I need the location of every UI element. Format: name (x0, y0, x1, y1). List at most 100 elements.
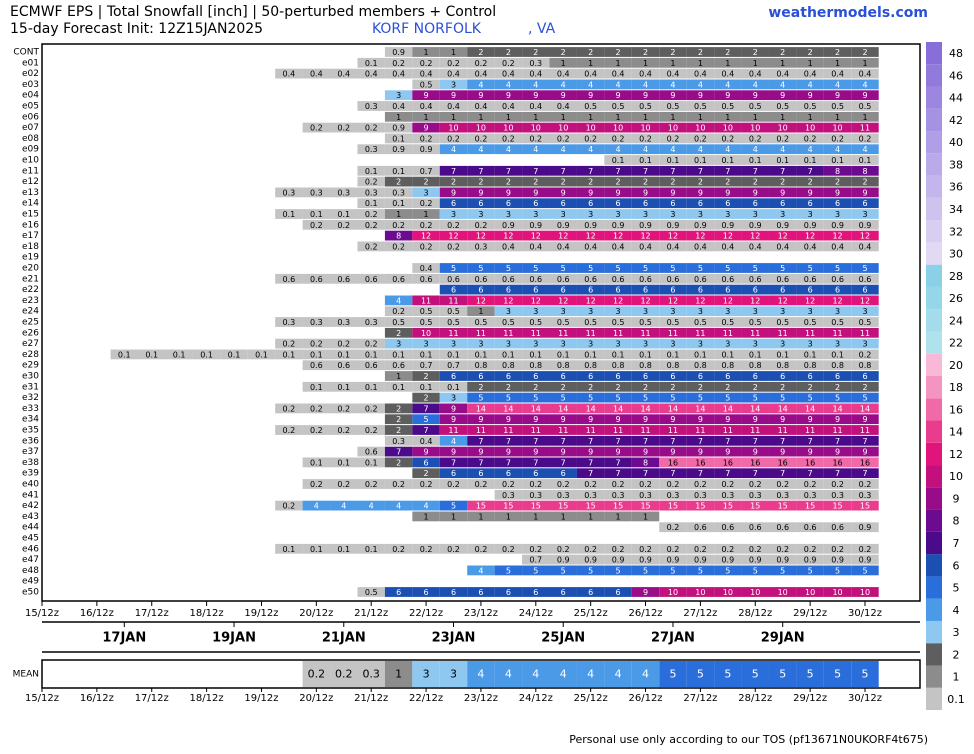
cell-label: 10 (805, 588, 815, 597)
cell (494, 661, 523, 687)
cell-label: 7 (616, 458, 621, 467)
cell (549, 144, 577, 155)
cell-label: 15 (723, 502, 733, 511)
cell (522, 198, 550, 209)
cell (823, 414, 852, 425)
cell-label: 9 (506, 188, 511, 197)
cell-label: 12 (586, 232, 596, 241)
cell (851, 295, 879, 306)
cell (604, 263, 632, 273)
cell (686, 90, 715, 101)
x-tick-label: 30/12z (848, 608, 882, 619)
cell (851, 68, 879, 79)
cell (494, 90, 523, 101)
cell-label: 6 (588, 588, 593, 597)
colorbar-label: 12 (949, 448, 963, 461)
cell (768, 479, 797, 489)
cell-label: 0.2 (420, 480, 433, 489)
cell (823, 90, 852, 101)
cell (439, 392, 468, 403)
colorbar-label: 44 (949, 92, 963, 105)
cell (768, 522, 797, 533)
cell (439, 111, 468, 122)
cell-label: 0.3 (694, 491, 707, 500)
cell-label: 0.1 (420, 383, 433, 392)
cell-label: 0.4 (420, 70, 433, 79)
cell (110, 349, 139, 360)
cell (741, 47, 769, 57)
cell (768, 176, 797, 187)
cell-label: 0.6 (776, 275, 789, 284)
cell-label: 3 (808, 307, 813, 316)
cell-label: 0.4 (776, 70, 789, 79)
cell (604, 133, 632, 144)
cell-label: 0.4 (502, 242, 515, 251)
cell-label: 9 (643, 188, 648, 197)
cell (494, 47, 523, 57)
cell (522, 327, 550, 338)
cell (467, 435, 495, 446)
cell (467, 273, 495, 284)
cell (439, 435, 468, 446)
cell (686, 522, 715, 533)
cell-label: 7 (533, 458, 538, 467)
cell-label: 0.9 (639, 221, 652, 230)
cell-label: 3 (424, 188, 429, 197)
cell-label: 11 (805, 329, 815, 338)
cell-label: 11 (586, 426, 596, 435)
cell (412, 403, 440, 414)
cell-label: 4 (616, 80, 621, 89)
cell-label: 14 (613, 404, 623, 413)
cell-label: 4 (314, 502, 319, 511)
cell (631, 68, 660, 79)
cell-label: 0.4 (557, 70, 570, 79)
cell (686, 500, 715, 511)
cell (796, 479, 824, 489)
cell-label: 11 (613, 426, 623, 435)
colorbar-swatch (926, 665, 942, 688)
cell-label: 0.9 (392, 145, 405, 154)
cell-label: 3 (780, 340, 785, 349)
cell-label: 11 (832, 329, 842, 338)
cell (494, 360, 523, 371)
cell-label: 12 (778, 232, 788, 241)
cell (549, 176, 577, 187)
cell (686, 414, 715, 425)
cell-label: 6 (616, 372, 621, 381)
cell-label: 0.3 (804, 491, 817, 500)
cell (467, 468, 495, 479)
cell (796, 371, 824, 381)
cell (549, 403, 577, 414)
cell-label: 3 (588, 307, 593, 316)
cell-label: 0.5 (776, 102, 789, 111)
cell (686, 101, 715, 111)
cell (412, 209, 440, 219)
cell-label: 0.3 (859, 491, 872, 500)
cell (549, 338, 577, 349)
cell-label: 0.2 (859, 134, 872, 143)
cell-label: 3 (835, 307, 840, 316)
cell-label: 6 (862, 372, 867, 381)
cell (768, 133, 797, 144)
cell (604, 554, 632, 565)
cell (823, 403, 852, 414)
cell-label: 0.2 (447, 134, 460, 143)
cell (714, 306, 742, 317)
cell-label: 0.2 (584, 545, 597, 554)
cell (330, 349, 358, 360)
cell (467, 230, 495, 241)
cell-label: 0.2 (831, 480, 844, 489)
cell-label: 4 (780, 80, 785, 89)
cell (851, 338, 879, 349)
cell-label: 9 (451, 415, 456, 424)
colorbar-label: 48 (949, 47, 963, 60)
cell-label: 0.1 (255, 350, 268, 359)
cell-label: 5 (808, 264, 813, 273)
cell-label: 1 (451, 113, 456, 122)
cell-label: 6 (561, 372, 566, 381)
cell-label: 9 (424, 91, 429, 100)
cell-label: 12 (750, 232, 760, 241)
cell (796, 79, 824, 90)
cell (467, 111, 495, 122)
